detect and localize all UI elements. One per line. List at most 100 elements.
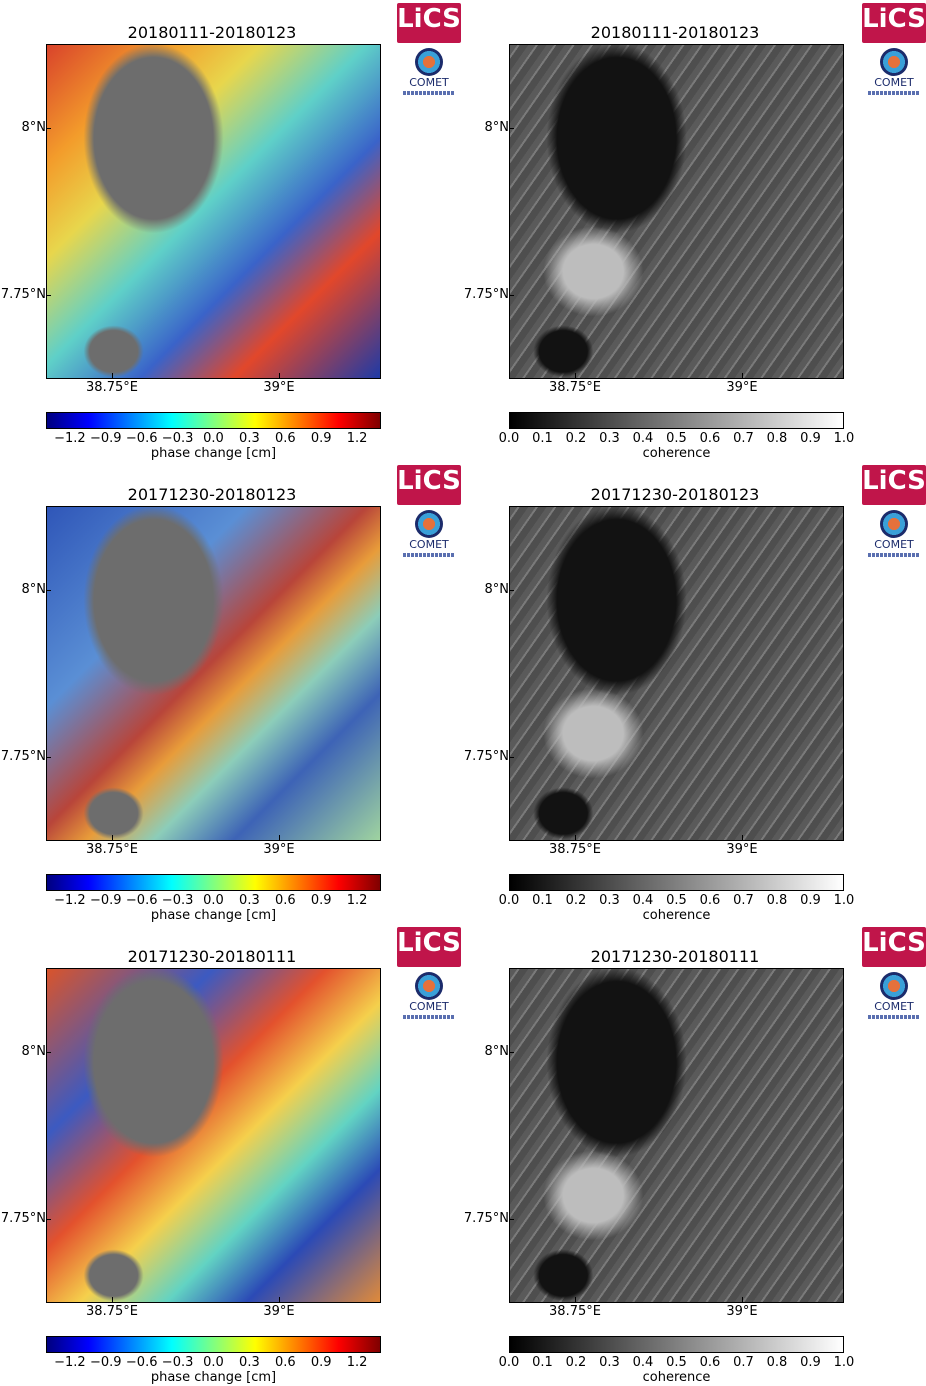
colorbar-tick-label: 0.5: [666, 431, 687, 446]
colorbar-tick-label: 0.3: [599, 893, 620, 908]
colorbar-tick-label: 1.0: [833, 431, 855, 446]
lics-logo: LiCS: [397, 465, 461, 505]
colorbar-tick-label: 0.9: [310, 893, 332, 908]
lat-tick-mark: [509, 590, 514, 591]
lon-tick-mark: [575, 1297, 576, 1302]
comet-subtitle-mark: [868, 91, 920, 95]
comet-logo: COMET: [397, 510, 461, 560]
lics-logo-text: LiCS: [862, 928, 926, 958]
colorbar-tick-label: −1.2: [54, 431, 86, 446]
colorbar-tick-label: 0.4: [632, 893, 654, 908]
comet-subtitle-mark: [868, 553, 920, 557]
lat-tick-mark: [46, 128, 51, 129]
lics-logo: LiCS: [862, 3, 926, 43]
lon-tick-label: 38.75°E: [86, 380, 138, 395]
colorbar-tick-label: 1.0: [833, 1355, 855, 1370]
interferogram-image: [46, 968, 381, 1303]
colorbar-tick-label: 0.4: [632, 1355, 654, 1370]
lat-tick-label: 8°N: [484, 582, 510, 597]
comet-logo-text: COMET: [874, 538, 914, 551]
lics-logo: LiCS: [397, 927, 461, 967]
comet-logo-text: COMET: [409, 538, 449, 551]
lat-tick-mark: [46, 295, 51, 296]
colorbar-tick-label: 0.0: [203, 431, 224, 446]
lat-tick-label: 8°N: [484, 1044, 510, 1059]
colorbar-tick-label: −1.2: [54, 1355, 86, 1370]
lat-tick-label: 7.75°N: [0, 1211, 46, 1226]
phase-panel: 20180111-20180123 8°N 7.75°N 38.75°E 39°E −1.…: [0, 0, 463, 462]
colorbar-tick-label: 0.3: [599, 431, 620, 446]
comet-logo-text: COMET: [874, 1000, 914, 1013]
lics-logo: LiCS: [397, 3, 461, 43]
lon-tick-label: 39°E: [726, 842, 758, 857]
colorbar-tick-label: 0.9: [800, 893, 821, 908]
colorbar-tick-label: 0.6: [274, 431, 296, 446]
coherence-image: [509, 968, 844, 1303]
coherence-panel: 20171230-20180111 8°N 7.75°N 38.75°E 39°E 0.0…: [463, 924, 926, 1386]
colorbar-tick-label: −0.9: [90, 1355, 122, 1370]
lon-tick-mark: [575, 835, 576, 840]
colorbar-tick-label: −0.6: [125, 893, 158, 908]
coherence-panel: 20180111-20180123 8°N 7.75°N 38.75°E 39°E 0.0…: [463, 0, 926, 462]
colorbar-tick-label: 0.2: [565, 893, 587, 908]
colorbar-label: phase change [cm]: [150, 908, 277, 923]
lon-tick-label: 39°E: [263, 842, 295, 857]
colorbar-tick-label: 0.6: [699, 893, 721, 908]
lat-tick-mark: [46, 757, 51, 758]
lon-tick-mark: [742, 835, 743, 840]
coherence-image: [509, 44, 844, 379]
comet-logo: COMET: [862, 48, 926, 98]
lat-tick-label: 8°N: [484, 120, 510, 135]
colorbar-tick-label: 0.3: [599, 1355, 620, 1370]
colorbar-tick-label: 0.2: [565, 1355, 587, 1370]
colorbar-tick-label: 0.2: [565, 431, 587, 446]
colorbar-tick-label: 0.0: [498, 893, 520, 908]
lon-tick-mark: [742, 373, 743, 378]
colorbar-tick-label: 0.3: [239, 1355, 260, 1370]
colorbar-tick-label: 0.1: [532, 893, 553, 908]
lics-logo-text: LiCS: [397, 928, 461, 958]
lics-logo: LiCS: [862, 465, 926, 505]
lon-tick-label: 39°E: [263, 1304, 295, 1319]
comet-emblem-icon: [880, 48, 908, 76]
lat-tick-label: 7.75°N: [463, 1211, 509, 1226]
lat-tick-label: 8°N: [21, 120, 47, 135]
colorbar-tick-label: 0.6: [274, 1355, 296, 1370]
colorbar-tick-label: 0.8: [766, 893, 788, 908]
colorbar-tick-label: 0.9: [310, 431, 332, 446]
lon-tick-mark: [279, 835, 280, 840]
colorbar-tick-label: 1.2: [346, 1355, 368, 1370]
lon-tick-mark: [112, 835, 113, 840]
phase-colorbar: [46, 874, 381, 891]
interferogram-image: [46, 506, 381, 841]
comet-subtitle-mark: [403, 553, 455, 557]
colorbar-tick-label: −1.2: [54, 893, 86, 908]
phase-panel: 20171230-20180123 8°N 7.75°N 38.75°E 39°E −1.…: [0, 462, 463, 924]
colorbar-label: phase change [cm]: [150, 446, 277, 461]
colorbar-tick-label: 0.9: [800, 431, 821, 446]
comet-logo-text: COMET: [409, 1000, 449, 1013]
colorbar-tick-label: −0.3: [161, 1355, 194, 1370]
lics-logo-text: LiCS: [862, 4, 926, 34]
colorbar-tick-label: −0.3: [161, 431, 194, 446]
lon-tick-label: 38.75°E: [549, 1304, 601, 1319]
colorbar-tick-label: 0.0: [203, 893, 224, 908]
comet-logo: COMET: [397, 48, 461, 98]
colorbar-tick-label: 0.5: [666, 893, 687, 908]
comet-subtitle-mark: [403, 1015, 455, 1019]
lon-tick-mark: [279, 1297, 280, 1302]
lics-logo-text: LiCS: [397, 4, 461, 34]
lat-tick-label: 8°N: [21, 1044, 47, 1059]
coherence-colorbar: [509, 874, 844, 891]
coherence-panel: 20171230-20180123 8°N 7.75°N 38.75°E 39°E 0.0…: [463, 462, 926, 924]
comet-logo: COMET: [862, 972, 926, 1022]
colorbar-tick-label: 0.6: [699, 1355, 721, 1370]
lat-tick-label: 7.75°N: [463, 287, 509, 302]
lon-tick-label: 39°E: [726, 380, 758, 395]
comet-emblem-icon: [415, 972, 443, 1000]
lat-tick-mark: [46, 1052, 51, 1053]
coherence-colorbar: [509, 412, 844, 429]
lon-tick-label: 38.75°E: [86, 842, 138, 857]
phase-colorbar: [46, 412, 381, 429]
lon-tick-label: 39°E: [263, 380, 295, 395]
